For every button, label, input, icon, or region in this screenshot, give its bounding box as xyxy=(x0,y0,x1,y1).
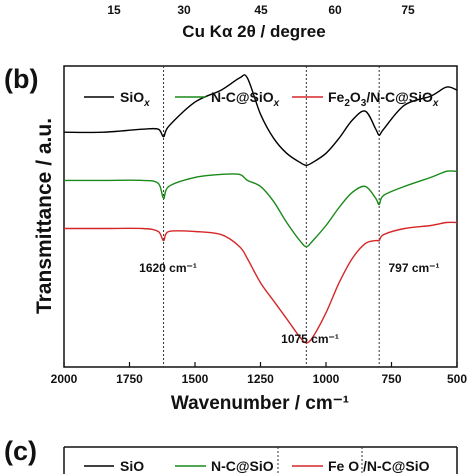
panel-c-legend-label: N-C@SiO xyxy=(211,458,274,474)
series-layer xyxy=(63,74,458,344)
panel-c: (c) SiO N-C@SiO Fe O /N-C@SiO xyxy=(4,436,458,474)
x-axis-label: Wavenumber / cm⁻¹ xyxy=(171,393,349,414)
annotation-1075: 1075 cm⁻¹ xyxy=(281,332,339,346)
panel-c-legend-label: SiO xyxy=(120,458,144,474)
legend-label-fe2o3-nc-siox: Fe2O3/N-C@SiOx xyxy=(328,89,439,109)
annotation-1620: 1620 cm⁻¹ xyxy=(139,261,197,275)
legend-label-siox: SiOx xyxy=(120,89,150,109)
y-axis-label: Transmittance / a.u. xyxy=(33,118,56,314)
x-tick-label: 2000 xyxy=(51,372,78,386)
panel-b-label: (b) xyxy=(4,64,38,94)
top-tick-label: 15 xyxy=(107,3,121,17)
panel-c-legend-label: Fe O /N-C@SiO xyxy=(328,458,430,474)
top-tick-label: 45 xyxy=(254,3,268,17)
top-tick-label: 75 xyxy=(401,3,415,17)
x-tick-label: 1000 xyxy=(313,372,340,386)
annotation-797: 797 cm⁻¹ xyxy=(388,261,439,275)
x-tick-label: 500 xyxy=(447,372,467,386)
legend: SiOx N-C@SiOx Fe2O3/N-C@SiOx xyxy=(84,89,439,109)
panel-b: (b) 2000 1750 1500 1250 1000 750 500 SiOx N-C@… xyxy=(4,64,467,414)
x-tick-label: 1250 xyxy=(247,372,274,386)
x-tick-label: 1750 xyxy=(116,372,143,386)
series-line-n-c-siox xyxy=(64,170,458,248)
reference-lines xyxy=(163,66,380,367)
panel-c-label: (c) xyxy=(4,436,37,466)
series-line-fe2o3-n-c-siox xyxy=(63,221,458,344)
top-panel: 15 30 45 60 75 Cu Kα 2θ / degree xyxy=(107,3,415,41)
top-tick-label: 60 xyxy=(328,3,342,17)
x-tick-label: 750 xyxy=(381,372,401,386)
series-line-siox xyxy=(63,74,458,167)
x-ticks: 2000 1750 1500 1250 1000 750 500 xyxy=(51,362,467,386)
top-x-axis-label: Cu Kα 2θ / degree xyxy=(182,22,325,41)
x-tick-label: 1500 xyxy=(182,372,209,386)
legend-label-nc-siox: N-C@SiOx xyxy=(211,89,280,109)
top-tick-label: 30 xyxy=(177,3,191,17)
